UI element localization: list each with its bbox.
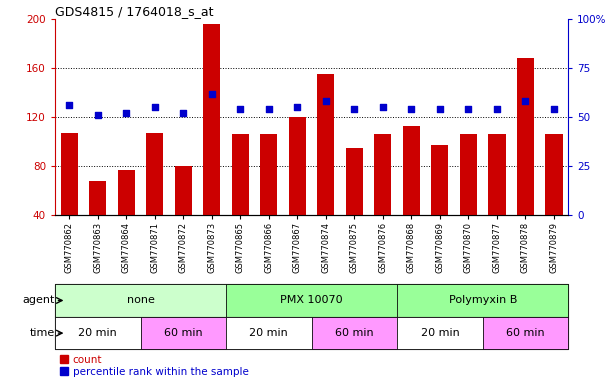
Bar [60,133,78,215]
Bar [55,284,226,317]
Bar [141,317,226,349]
Point [349,106,359,113]
Bar [517,58,534,215]
Point [406,106,416,113]
Point [207,91,217,97]
Bar [203,24,221,215]
Bar [397,284,568,317]
Point [378,104,388,111]
Bar [375,134,392,215]
Bar [317,74,334,215]
Point [150,104,159,111]
Point [64,102,74,108]
Bar [260,134,277,215]
Bar [289,117,306,215]
Bar [546,134,563,215]
Bar [346,148,363,215]
Bar [146,133,163,215]
Text: Polymyxin B: Polymyxin B [448,295,517,306]
Point [464,106,474,113]
Point [549,106,559,113]
Bar [175,166,192,215]
Point [264,106,274,113]
Bar [488,134,505,215]
Text: 20 min: 20 min [78,328,117,338]
Text: time: time [30,328,55,338]
Bar [403,126,420,215]
Point [521,98,530,104]
Bar [431,145,448,215]
Point [178,110,188,116]
Text: GDS4815 / 1764018_s_at: GDS4815 / 1764018_s_at [55,5,213,18]
Bar [226,284,397,317]
Bar [483,317,568,349]
Text: 60 min: 60 min [506,328,545,338]
Bar [460,134,477,215]
Bar [55,317,141,349]
Point [435,106,445,113]
Point [321,98,331,104]
Legend: count, percentile rank within the sample: count, percentile rank within the sample [60,355,249,377]
Point [93,112,103,118]
Bar [226,317,312,349]
Bar [397,317,483,349]
Text: agent: agent [23,295,55,306]
Bar [89,181,106,215]
Bar [118,170,135,215]
Point [235,106,245,113]
Bar [232,134,249,215]
Text: 60 min: 60 min [335,328,374,338]
Text: PMX 10070: PMX 10070 [280,295,343,306]
Text: 20 min: 20 min [420,328,459,338]
Text: 60 min: 60 min [164,328,203,338]
Point [293,104,302,111]
Point [122,110,131,116]
Point [492,106,502,113]
Bar [312,317,397,349]
Text: 20 min: 20 min [249,328,288,338]
Text: none: none [126,295,155,306]
